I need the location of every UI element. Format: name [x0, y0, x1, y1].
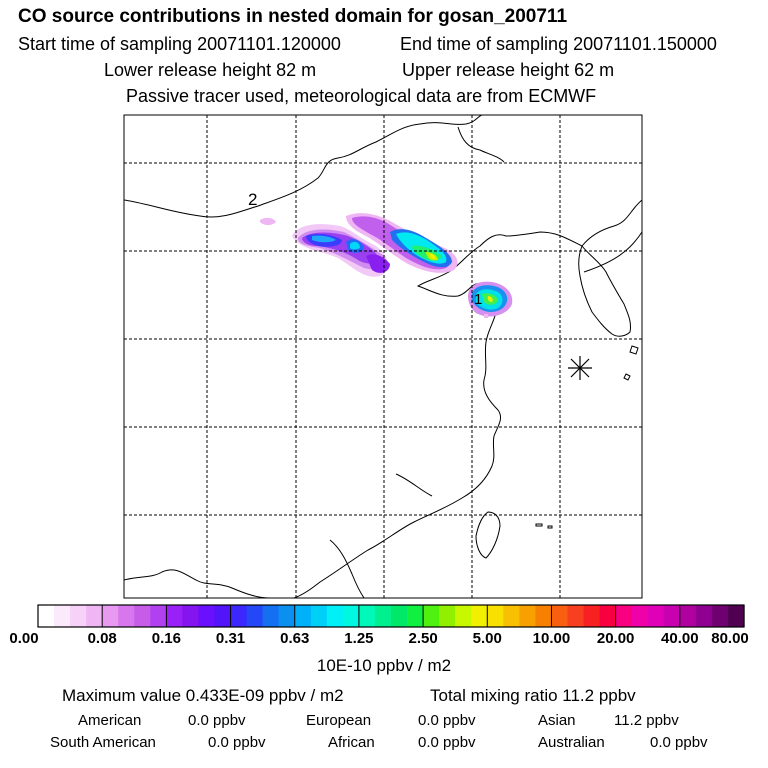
colorbar-tick-label: 0.08 [87, 630, 117, 647]
colorbar-swatch [519, 605, 537, 627]
colorbar-swatch [118, 605, 135, 627]
grid-lines [124, 115, 642, 598]
region-value: 11.2 ppbv [614, 712, 679, 729]
colorbar-tick-label: 0.31 [215, 630, 246, 647]
colorbar-swatch [326, 605, 344, 627]
colorbar-swatch [246, 605, 264, 627]
colorbar-tick-label: 2.50 [408, 630, 438, 647]
colorbar-swatch [230, 605, 248, 627]
colorbar [37, 605, 745, 627]
colorbar-swatch [535, 605, 553, 627]
colorbar-swatch [679, 605, 697, 627]
colorbar-tick-label: 5.00 [472, 630, 502, 647]
colorbar-swatch [310, 605, 328, 627]
colorbar-swatch [551, 605, 569, 627]
colorbar-tick-label: 1.25 [344, 630, 374, 647]
source-label-2: 2 [248, 190, 257, 209]
colorbar-swatch [727, 605, 745, 627]
plume-west-b [346, 213, 458, 273]
colorbar-swatch [54, 605, 71, 627]
map-title: CO source contributions in nested domain… [18, 6, 568, 27]
colorbar-swatch [214, 605, 232, 627]
max-value-text: Maximum value 0.433E-09 ppbv / m2 [62, 686, 344, 705]
colorbar-swatch [198, 605, 216, 627]
colorbar-swatch [358, 605, 376, 627]
region-value: 0.0 ppbv [208, 734, 266, 751]
region-name: South American [50, 734, 156, 751]
colorbar-swatch [391, 605, 408, 627]
colorbar-swatch [471, 605, 488, 627]
colorbar-swatch [439, 605, 456, 627]
colorbar-tick-label: 20.00 [596, 630, 635, 647]
colorbar-tick-label: 40.00 [661, 630, 699, 647]
colorbar-tick-label: 0.63 [280, 630, 310, 647]
region-value: 0.0 ppbv [418, 712, 476, 729]
coastlines [124, 115, 642, 598]
colorbar-swatch [70, 605, 87, 627]
colorbar-swatch [631, 605, 649, 627]
region-name: European [306, 712, 372, 729]
source-label-1: 1 [474, 291, 482, 308]
plume-west-a [260, 217, 388, 277]
colorbar-swatch [615, 605, 633, 627]
region-name: Asian [538, 712, 576, 729]
colorbar-swatch [166, 605, 184, 627]
colorbar-swatch [262, 605, 280, 627]
colorbar-swatch [342, 605, 360, 627]
tracer-note-text: Passive tracer used, meteorological data… [126, 86, 597, 106]
colorbar-swatch [86, 605, 103, 627]
colorbar-swatch [503, 605, 520, 627]
region-name: Australian [538, 734, 605, 751]
colorbar-swatch [663, 605, 681, 627]
colorbar-swatch [567, 605, 585, 627]
region-value: 0.0 ppbv [650, 734, 708, 751]
colorbar-frame [37, 604, 745, 628]
end-time-text: End time of sampling 20071101.150000 [400, 34, 717, 54]
colorbar-swatch [711, 605, 729, 627]
colorbar-swatch [423, 605, 440, 627]
colorbar-swatch [647, 605, 665, 627]
colorbar-swatch [695, 605, 713, 627]
colorbar-tick-label: 80.00 [711, 630, 749, 647]
colorbar-swatch [407, 605, 424, 627]
colorbar-tick-label: 0.00 [9, 630, 39, 647]
colorbar-tick-label: 10.00 [532, 630, 571, 647]
upper-release-text: Upper release height 62 m [402, 60, 615, 80]
colorbar-swatch [150, 605, 167, 627]
total-mixing-text: Total mixing ratio 11.2 ppbv [430, 686, 636, 705]
map-frame [123, 114, 643, 599]
colorbar-swatch [102, 605, 119, 627]
start-time-text: Start time of sampling 20071101.120000 [18, 34, 341, 54]
colorbar-swatch [38, 605, 55, 627]
region-name: African [328, 734, 375, 751]
region-value: 0.0 ppbv [418, 734, 476, 751]
colorbar-swatch [599, 605, 617, 627]
colorbar-swatch [182, 605, 200, 627]
lower-release-text: Lower release height 82 m [104, 60, 317, 80]
colorbar-tick-label: 0.16 [151, 630, 181, 647]
colorbar-swatch [134, 605, 151, 627]
colorbar-swatch [583, 605, 601, 627]
region-value: 0.0 ppbv [188, 712, 246, 729]
colorbar-unit: 10E-10 ppbv / m2 [316, 656, 452, 675]
colorbar-swatch [278, 605, 296, 627]
colorbar-swatch [294, 605, 312, 627]
colorbar-swatch [455, 605, 472, 627]
colorbar-swatch [374, 605, 392, 627]
plume-east [468, 281, 513, 318]
region-name: American [78, 712, 142, 729]
receptor-star-icon [568, 356, 592, 380]
colorbar-swatch [487, 605, 504, 627]
